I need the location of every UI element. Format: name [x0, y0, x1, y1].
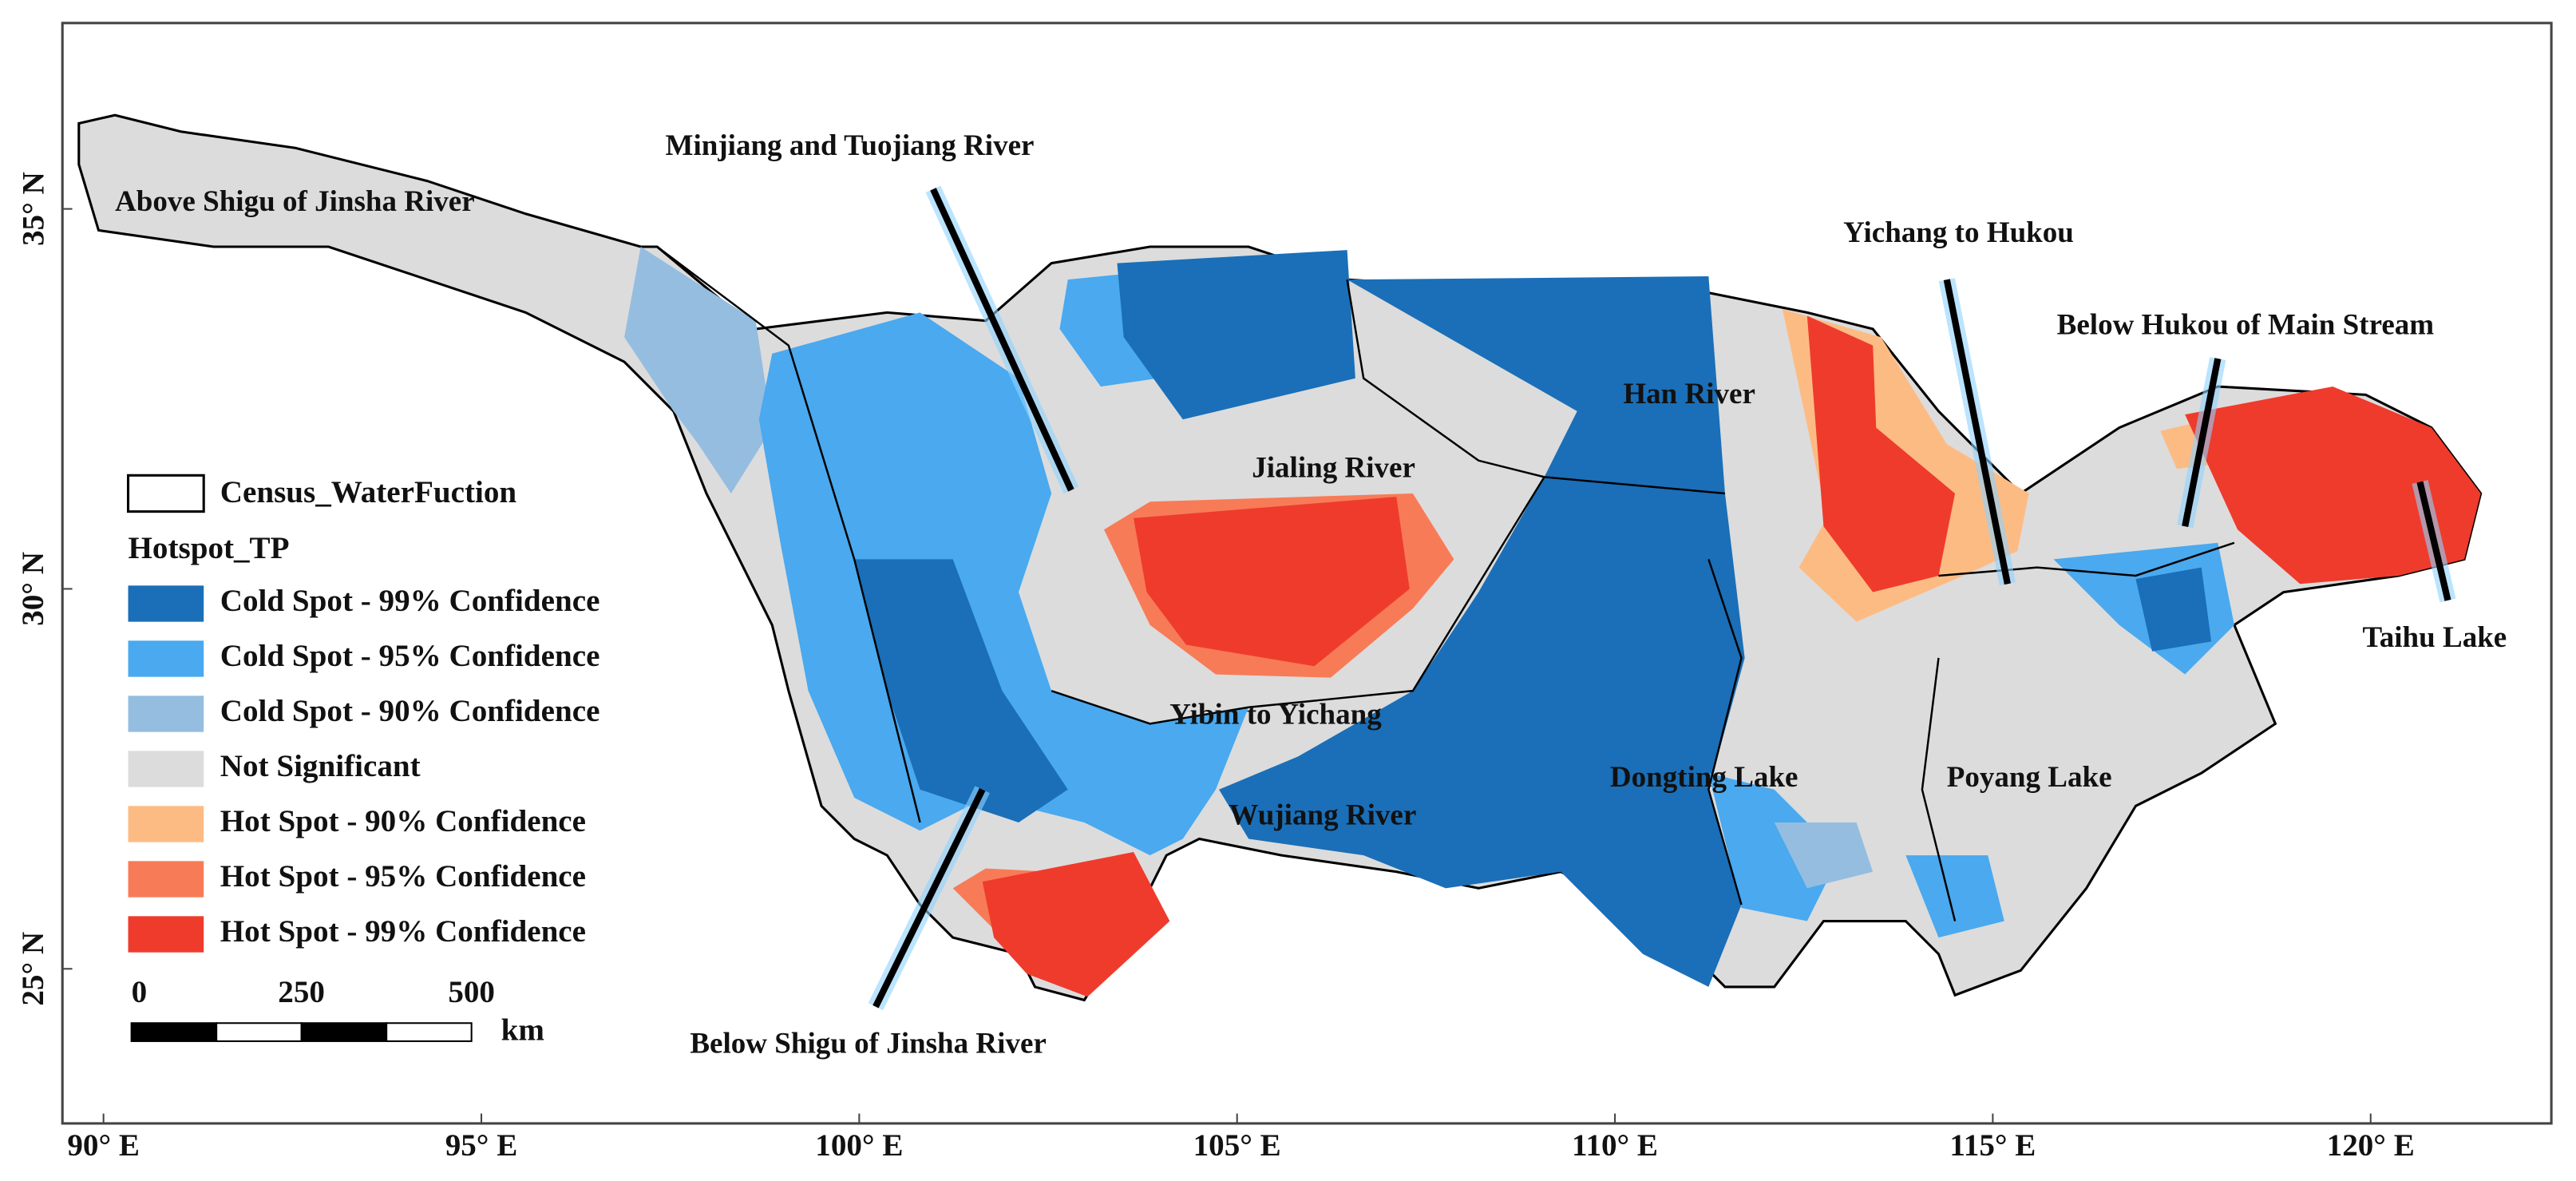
region-label: Han River [1623, 378, 1755, 410]
regions [77, 113, 2483, 1002]
basin-boundary [1938, 541, 2235, 577]
y-tick-label: 30° N [16, 552, 50, 626]
legend-title: Hotspot_TP [129, 531, 290, 565]
scale-segment [130, 1022, 218, 1042]
x-tick-label: 120° E [2327, 1128, 2415, 1163]
x-tick-label: 115° E [1949, 1128, 2036, 1163]
scale-tick-label: 0 [132, 975, 148, 1009]
region-label: Below Shigu of Jinsha River [690, 1028, 1046, 1060]
region-label: Below Hukou of Main Stream [2057, 308, 2435, 341]
region-patch [854, 559, 1068, 822]
region-patch [1774, 822, 1874, 889]
legend-swatch [128, 806, 204, 842]
x-tick-label: 100° E [815, 1128, 903, 1163]
scale-segment [300, 1022, 388, 1042]
legend-label: Cold Spot - 90% Confidence [220, 694, 600, 728]
legend-swatch [128, 861, 204, 898]
x-tick-label: 110° E [1572, 1128, 1658, 1163]
scale-segment [386, 1022, 473, 1042]
scale-unit: km [501, 1013, 544, 1048]
basin-boundary [1707, 558, 1743, 906]
legend-swatch [128, 696, 204, 732]
leader-line [2416, 481, 2451, 601]
legend-swatch [128, 751, 204, 787]
legend-swatch [128, 916, 204, 953]
region-patch [2135, 567, 2212, 652]
scale-bar: km 0 250 500 [130, 975, 544, 1048]
region-label: Dongting Lake [1610, 761, 1798, 794]
region-label: Above Shigu of Jinsha River [115, 185, 475, 218]
region-label: Poyang Lake [1947, 761, 2112, 794]
basin-boundary [656, 245, 921, 823]
legend-label: Cold Spot - 95% Confidence [220, 639, 600, 673]
basin-boundary [1921, 657, 1957, 921]
leader-line [930, 188, 1074, 492]
region-patch [758, 312, 1249, 856]
region-label: Jialing River [1252, 452, 1415, 485]
legend-boundary-swatch [126, 474, 205, 513]
leader-line [873, 787, 986, 1009]
legend-swatch [128, 640, 204, 677]
region-patch [1905, 855, 2004, 938]
leader-lines [868, 185, 2456, 1011]
x-tick-label: 90° E [67, 1128, 140, 1163]
leader-line [1943, 279, 2011, 585]
legend-label: Not Significant [220, 749, 421, 783]
region-patch [1219, 276, 1745, 987]
scale-segment [216, 1022, 303, 1042]
basin-boundary [1051, 476, 1726, 725]
region-labels: Above Shigu of Jinsha River Minjiang and… [115, 129, 2507, 1060]
region-label: Yichang to Hukou [1843, 216, 2074, 249]
region-patch [1806, 315, 1956, 592]
x-tick-label: 105° E [1193, 1128, 1281, 1163]
region-patch [982, 852, 1170, 997]
legend-swatch [128, 585, 204, 622]
region-label: Minjiang and Tuojiang River [666, 129, 1035, 162]
leader-line [2182, 358, 2222, 527]
region-label: Yibin to Yichang [1169, 699, 1382, 731]
region-patch [1117, 250, 1355, 420]
y-tick-label: 25° N [16, 932, 50, 1006]
region-patch [1134, 497, 1410, 667]
scale-tick-label: 250 [278, 975, 325, 1009]
x-tick-label: 95° E [445, 1128, 518, 1163]
y-tick-label: 35° N [16, 172, 50, 246]
legend-label: Hot Spot - 99% Confidence [220, 914, 586, 949]
region-patch [2185, 386, 2481, 585]
region-patch [624, 246, 773, 493]
legend: Census_WaterFuction Hotspot_TP Cold Spot… [126, 474, 600, 953]
legend-label: Cold Spot - 99% Confidence [220, 584, 600, 618]
legend-label: Hot Spot - 95% Confidence [220, 859, 586, 894]
scale-tick-label: 500 [448, 975, 495, 1009]
region-label: Wujiang River [1229, 799, 1416, 831]
basin-boundary [1346, 279, 1545, 478]
legend-label: Hot Spot - 90% Confidence [220, 804, 586, 838]
legend-boundary-label: Census_WaterFuction [220, 475, 517, 509]
region-label: Taihu Lake [2362, 621, 2507, 654]
